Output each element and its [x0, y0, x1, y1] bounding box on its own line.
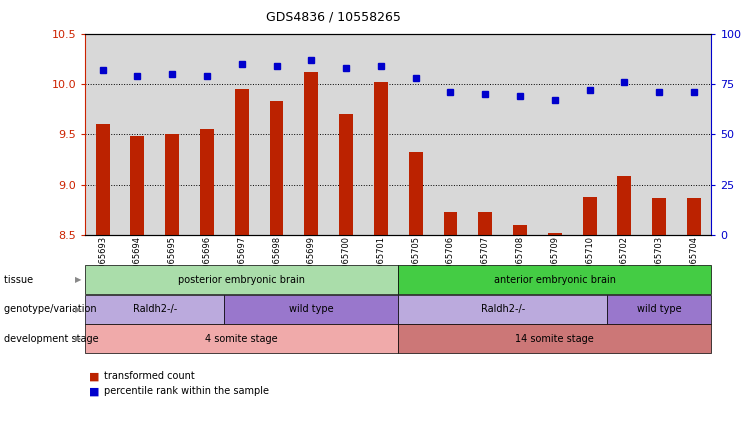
Bar	[305, 72, 319, 235]
Bar	[225, 34, 259, 235]
Text: percentile rank within the sample: percentile rank within the sample	[104, 386, 269, 396]
Bar	[190, 34, 225, 235]
Text: genotype/variation: genotype/variation	[4, 304, 99, 314]
Text: 14 somite stage: 14 somite stage	[516, 334, 594, 344]
Bar	[409, 152, 422, 235]
Bar	[155, 34, 190, 235]
Text: transformed count: transformed count	[104, 371, 194, 382]
Text: anterior embryonic brain: anterior embryonic brain	[494, 275, 616, 285]
Bar	[468, 34, 502, 235]
Bar	[537, 34, 572, 235]
Text: posterior embryonic brain: posterior embryonic brain	[179, 275, 305, 285]
Bar	[677, 34, 711, 235]
Text: ▶: ▶	[75, 334, 82, 343]
Bar	[85, 34, 120, 235]
Text: ▶: ▶	[75, 275, 82, 284]
Bar	[687, 198, 701, 235]
Bar	[200, 129, 214, 235]
Bar	[642, 34, 677, 235]
Text: 4 somite stage: 4 somite stage	[205, 334, 278, 344]
Bar	[270, 101, 284, 235]
Bar	[294, 34, 329, 235]
Bar	[502, 34, 537, 235]
Text: Raldh2-/-: Raldh2-/-	[133, 304, 177, 314]
Bar	[513, 225, 527, 235]
Bar	[548, 233, 562, 235]
Bar	[478, 212, 492, 235]
Bar	[120, 34, 155, 235]
Text: ■: ■	[89, 371, 99, 382]
Bar	[259, 34, 294, 235]
Bar	[617, 176, 631, 235]
Text: ■: ■	[89, 386, 99, 396]
Text: Raldh2-/-: Raldh2-/-	[480, 304, 525, 314]
Bar	[235, 89, 249, 235]
Bar	[374, 82, 388, 235]
Bar	[444, 212, 457, 235]
Bar	[364, 34, 398, 235]
Text: wild type: wild type	[289, 304, 333, 314]
Text: development stage: development stage	[4, 334, 102, 344]
Text: tissue: tissue	[4, 275, 36, 285]
Bar	[339, 114, 353, 235]
Bar	[329, 34, 364, 235]
Text: GDS4836 / 10558265: GDS4836 / 10558265	[266, 11, 401, 24]
Bar	[433, 34, 468, 235]
Bar	[96, 124, 110, 235]
Text: wild type: wild type	[637, 304, 682, 314]
Bar	[165, 135, 179, 235]
Bar	[607, 34, 642, 235]
Bar	[130, 136, 144, 235]
Bar	[652, 198, 666, 235]
Bar	[572, 34, 607, 235]
Text: ▶: ▶	[75, 305, 82, 314]
Bar	[582, 197, 597, 235]
Bar	[399, 34, 433, 235]
